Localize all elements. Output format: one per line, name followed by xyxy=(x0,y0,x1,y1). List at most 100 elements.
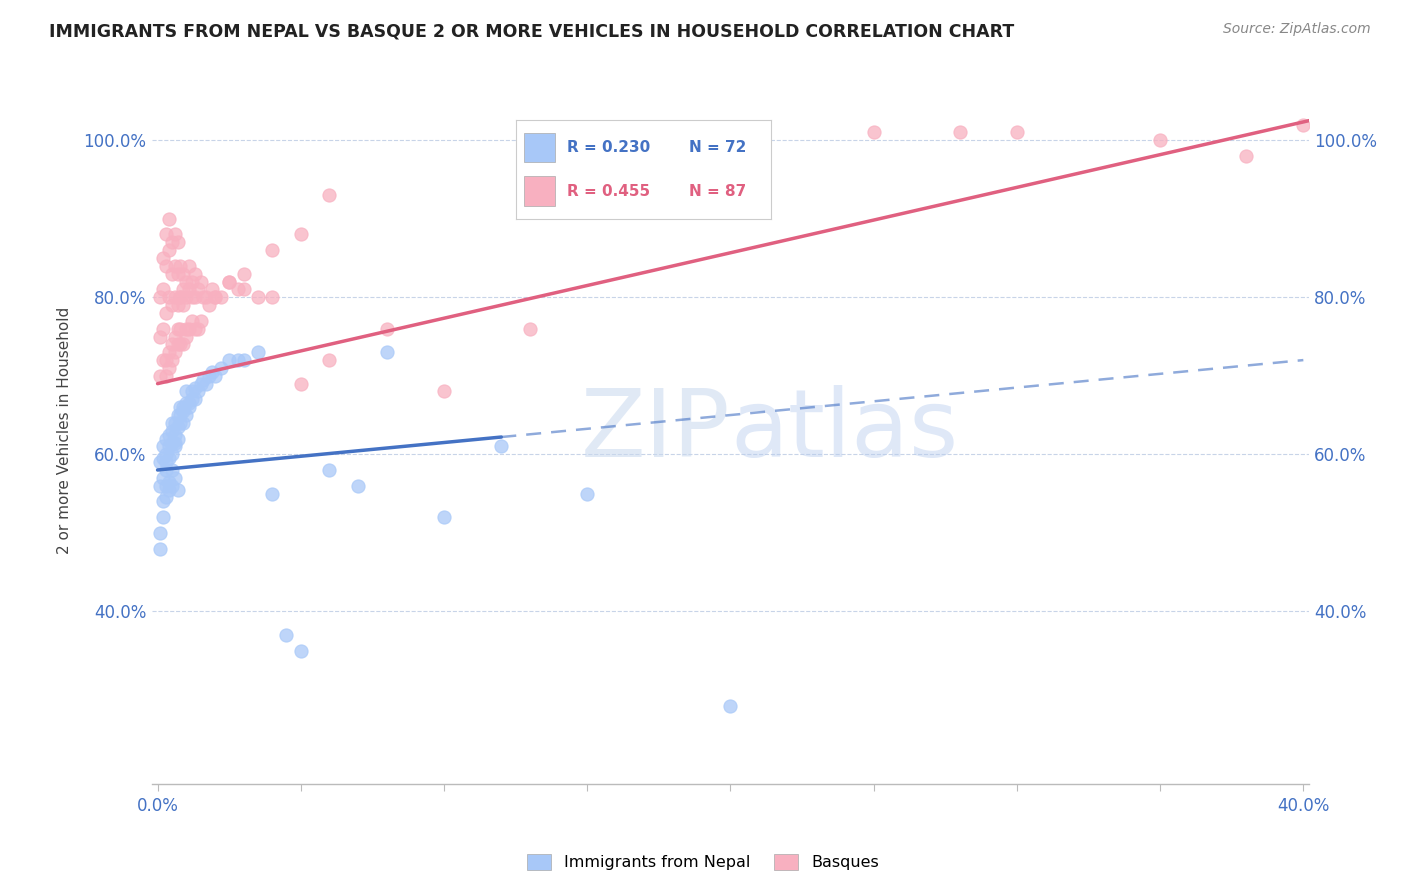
Point xyxy=(155,259,177,273)
Point xyxy=(187,384,209,399)
Point xyxy=(166,483,188,497)
Point xyxy=(152,451,174,466)
Point xyxy=(375,321,398,335)
Point xyxy=(172,404,194,418)
Point xyxy=(209,290,232,304)
Point xyxy=(375,345,398,359)
Point xyxy=(163,259,186,273)
Point xyxy=(169,259,191,273)
Point xyxy=(166,337,188,351)
Text: ZIP: ZIP xyxy=(581,384,731,476)
Point xyxy=(155,432,177,446)
Point xyxy=(174,275,197,289)
Point xyxy=(181,384,204,399)
Point xyxy=(166,235,188,250)
Point xyxy=(226,282,249,296)
Point xyxy=(246,290,269,304)
Point xyxy=(169,290,191,304)
Point xyxy=(193,373,215,387)
Point xyxy=(149,455,172,469)
Point xyxy=(204,290,226,304)
Point xyxy=(576,486,599,500)
Point xyxy=(163,435,186,450)
Point xyxy=(155,455,177,469)
Point xyxy=(149,479,172,493)
Point xyxy=(157,211,180,226)
Point xyxy=(184,290,207,304)
Point xyxy=(174,384,197,399)
Point xyxy=(152,321,174,335)
Point xyxy=(174,321,197,335)
Point xyxy=(172,298,194,312)
Point xyxy=(174,396,197,410)
Point xyxy=(184,380,207,394)
Point xyxy=(160,447,183,461)
Point xyxy=(160,298,183,312)
Point xyxy=(152,353,174,368)
Point xyxy=(152,440,174,454)
Point xyxy=(187,321,209,335)
Point xyxy=(181,275,204,289)
Point xyxy=(149,368,172,383)
Point xyxy=(149,525,172,540)
Point xyxy=(177,321,200,335)
Point xyxy=(160,235,183,250)
Point xyxy=(198,298,221,312)
Point xyxy=(152,251,174,265)
Point xyxy=(157,290,180,304)
Point xyxy=(218,275,240,289)
Point xyxy=(152,471,174,485)
Point xyxy=(1234,149,1257,163)
Point xyxy=(433,510,456,524)
Legend: Immigrants from Nepal, Basques: Immigrants from Nepal, Basques xyxy=(520,847,886,877)
Point xyxy=(318,353,340,368)
Point xyxy=(290,227,312,242)
Point xyxy=(181,290,204,304)
Point xyxy=(163,471,186,485)
Point xyxy=(290,643,312,657)
Point xyxy=(166,420,188,434)
Point xyxy=(160,337,183,351)
Point xyxy=(157,440,180,454)
Point xyxy=(190,275,212,289)
Point xyxy=(195,290,218,304)
Point xyxy=(519,321,541,335)
Point xyxy=(262,243,284,257)
Point xyxy=(1149,133,1171,147)
Point xyxy=(160,416,183,430)
Point xyxy=(177,400,200,414)
Point xyxy=(166,267,188,281)
Point xyxy=(160,267,183,281)
Point xyxy=(318,188,340,202)
Point xyxy=(209,360,232,375)
Point xyxy=(201,282,224,296)
Point xyxy=(155,463,177,477)
Point xyxy=(232,353,254,368)
Point xyxy=(157,475,180,489)
Point xyxy=(169,400,191,414)
Point xyxy=(174,408,197,422)
Point xyxy=(172,400,194,414)
Point xyxy=(720,698,742,713)
Point xyxy=(184,392,207,407)
Point xyxy=(152,494,174,508)
Point xyxy=(155,479,177,493)
Point xyxy=(204,368,226,383)
Point xyxy=(157,451,180,466)
Point xyxy=(166,298,188,312)
Point xyxy=(1005,125,1028,139)
Point xyxy=(232,267,254,281)
Point xyxy=(163,290,186,304)
Point xyxy=(177,282,200,296)
Point xyxy=(155,306,177,320)
Point xyxy=(218,275,240,289)
Point xyxy=(290,376,312,391)
Point xyxy=(149,329,172,343)
Point xyxy=(174,329,197,343)
Point xyxy=(187,282,209,296)
Text: atlas: atlas xyxy=(731,384,959,476)
Point xyxy=(262,486,284,500)
Point xyxy=(181,392,204,407)
Point xyxy=(195,376,218,391)
Point xyxy=(155,447,177,461)
